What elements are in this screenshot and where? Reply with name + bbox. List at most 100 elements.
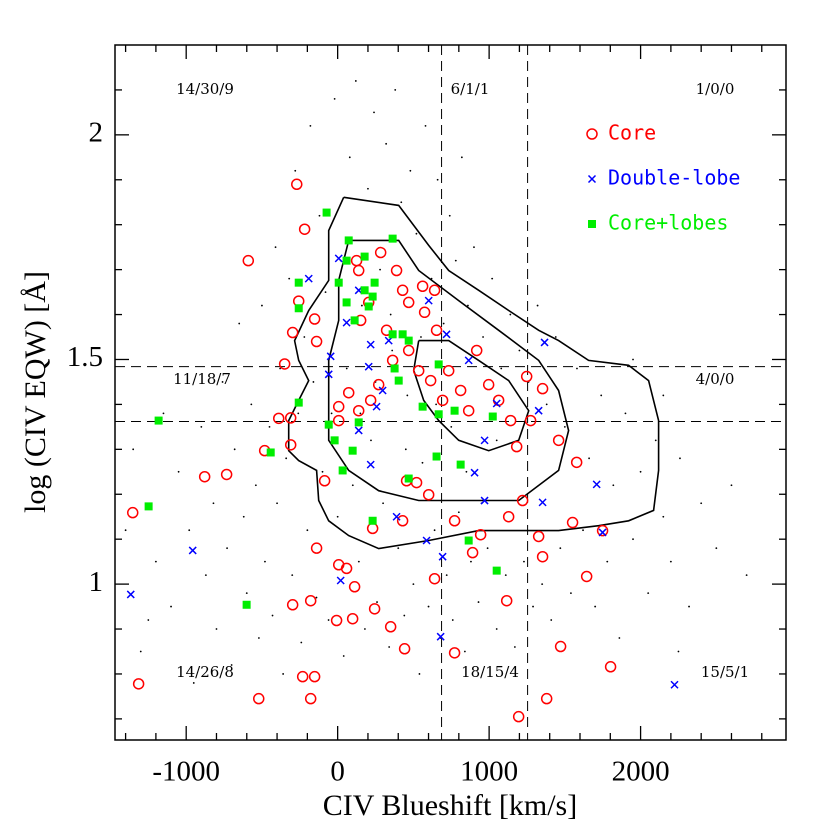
core-point bbox=[364, 394, 377, 407]
core-point bbox=[348, 581, 361, 593]
density-contour bbox=[412, 339, 530, 452]
background-dot bbox=[606, 560, 609, 563]
background-dot bbox=[312, 381, 315, 383]
double-lobe-point bbox=[392, 512, 401, 521]
core-point bbox=[474, 528, 487, 541]
background-dot bbox=[154, 560, 157, 563]
background-dot bbox=[309, 124, 312, 127]
background-dot bbox=[351, 484, 354, 487]
background-dot bbox=[409, 169, 412, 172]
background-dot bbox=[394, 89, 397, 91]
core-lobes-point bbox=[360, 252, 369, 261]
core-point bbox=[512, 710, 525, 723]
core-lobes-point bbox=[464, 536, 473, 545]
core-point bbox=[482, 378, 495, 391]
core-point bbox=[454, 384, 467, 397]
background-dot bbox=[500, 367, 503, 370]
background-dot bbox=[359, 412, 362, 415]
core-point bbox=[296, 670, 309, 683]
background-dot bbox=[321, 470, 324, 473]
core-point bbox=[368, 603, 381, 615]
core-point bbox=[580, 570, 593, 583]
core-lobes-point bbox=[434, 360, 443, 369]
background-dot bbox=[212, 502, 215, 505]
double-lobe-point bbox=[436, 632, 445, 641]
core-point bbox=[384, 621, 397, 633]
core-lobes-point bbox=[242, 600, 251, 609]
core-point bbox=[374, 246, 387, 259]
background-dot bbox=[632, 538, 634, 541]
background-dot bbox=[242, 515, 245, 518]
double-lobe-point bbox=[126, 590, 135, 599]
y-tick-label: 1 bbox=[89, 566, 104, 598]
core-point bbox=[520, 370, 533, 383]
background-dot bbox=[470, 560, 472, 563]
background-dot bbox=[669, 560, 672, 563]
double-lobe-point bbox=[324, 370, 333, 379]
core-point bbox=[272, 412, 285, 425]
legend-marker bbox=[586, 128, 598, 140]
background-dot bbox=[600, 394, 603, 397]
background-dot bbox=[679, 457, 681, 460]
background-dot bbox=[257, 637, 260, 639]
core-lobes-point bbox=[354, 418, 363, 427]
background-dot bbox=[570, 592, 572, 594]
background-dot bbox=[550, 619, 553, 621]
core-lobes-point bbox=[492, 566, 501, 575]
background-dot bbox=[639, 470, 642, 473]
background-dot bbox=[303, 336, 306, 338]
core-point bbox=[442, 364, 455, 377]
background-dot bbox=[541, 583, 544, 586]
double-lobe-point bbox=[424, 296, 433, 305]
core-lobes-point bbox=[368, 292, 377, 301]
core-lobes-point bbox=[294, 278, 303, 287]
core-lobes-point bbox=[360, 286, 369, 295]
background-dot bbox=[147, 619, 150, 621]
core-lobes-point bbox=[154, 416, 163, 425]
background-dot bbox=[288, 277, 291, 280]
background-dot bbox=[264, 560, 266, 563]
background-dot bbox=[279, 367, 281, 370]
background-dot bbox=[294, 169, 297, 172]
core-lobes-point bbox=[330, 436, 339, 445]
background-dot bbox=[700, 502, 703, 505]
core-point bbox=[492, 394, 505, 407]
background-dot bbox=[342, 655, 345, 657]
double-lobe-point bbox=[378, 386, 387, 395]
background-dot bbox=[261, 304, 263, 307]
core-lobes-point bbox=[404, 474, 413, 483]
background-dot bbox=[576, 367, 578, 370]
core-lobes-point bbox=[338, 466, 347, 475]
double-lobe-point bbox=[480, 436, 489, 445]
region-count: 6/1/1 bbox=[451, 80, 490, 98]
background-dot bbox=[415, 232, 418, 235]
background-dot bbox=[315, 596, 318, 599]
background-dot bbox=[385, 142, 388, 145]
core-point bbox=[532, 530, 545, 543]
background-dot bbox=[559, 547, 562, 550]
core-point bbox=[304, 692, 317, 705]
double-lobe-point bbox=[670, 680, 679, 689]
background-dot bbox=[204, 574, 207, 577]
background-dot bbox=[404, 448, 407, 451]
background-dot bbox=[486, 547, 489, 550]
background-dot bbox=[233, 448, 236, 451]
background-dot bbox=[245, 592, 248, 594]
background-dot bbox=[177, 470, 180, 473]
core-point bbox=[524, 414, 537, 427]
core-point bbox=[596, 524, 609, 537]
region-count: 14/30/9 bbox=[176, 80, 234, 98]
background-dot bbox=[445, 574, 448, 577]
background-dot bbox=[400, 201, 403, 204]
background-dot bbox=[276, 502, 278, 505]
double-lobe-point bbox=[480, 496, 489, 505]
core-lobes-point bbox=[324, 420, 333, 429]
double-lobe-point bbox=[304, 274, 313, 283]
background-dot bbox=[457, 511, 460, 514]
background-dot bbox=[306, 529, 309, 532]
core-lobes-point bbox=[488, 412, 497, 421]
background-dot bbox=[654, 439, 657, 442]
background-dot bbox=[647, 592, 650, 594]
background-dot bbox=[612, 484, 615, 487]
